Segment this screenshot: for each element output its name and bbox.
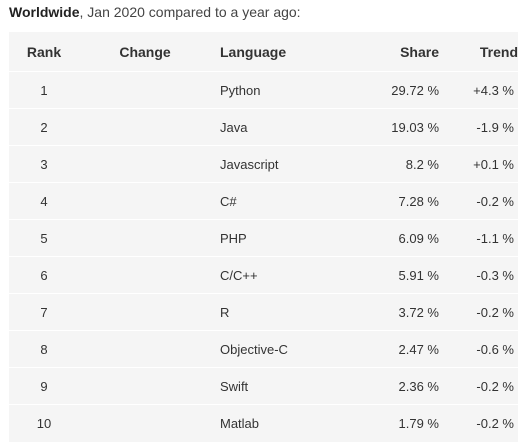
trend-cell: +4.3 % [439, 71, 521, 109]
table-row: 5 PHP 6.09 % -1.1 % [9, 219, 521, 257]
change-cell [79, 330, 211, 368]
rank-cell: 10 [9, 404, 79, 441]
trend-cell: -0.2 % [439, 182, 521, 220]
share-cell: 29.72 % [361, 71, 439, 109]
share-cell: 6.09 % [361, 219, 439, 257]
language-cell: C/C++ [211, 256, 361, 294]
rank-cell: 6 [9, 256, 79, 294]
language-cell: Matlab [211, 404, 361, 441]
language-cell: Java [211, 108, 361, 146]
rank-cell: 7 [9, 293, 79, 331]
change-cell [79, 71, 211, 109]
share-cell: 8.2 % [361, 145, 439, 183]
share-cell: 7.28 % [361, 182, 439, 220]
change-cell [79, 108, 211, 146]
language-cell: C# [211, 182, 361, 220]
table-row: 7 R 3.72 % -0.2 % [9, 293, 521, 331]
trend-cell: -1.1 % [439, 219, 521, 257]
rank-cell: 3 [9, 145, 79, 183]
share-cell: 19.03 % [361, 108, 439, 146]
change-cell [79, 219, 211, 257]
table-row: 8 Objective-C 2.47 % -0.6 % [9, 330, 521, 368]
change-cell [79, 182, 211, 220]
share-cell: 2.47 % [361, 330, 439, 368]
rank-cell: 2 [9, 108, 79, 146]
table-row: 3 Javascript 8.2 % +0.1 % [9, 145, 521, 183]
share-cell: 3.72 % [361, 293, 439, 331]
trend-cell: -1.9 % [439, 108, 521, 146]
caption-region: Worldwide [9, 4, 80, 20]
table-body: 1 Python 29.72 % +4.3 % 2 Java 19.03 % -1.9 % 3 J… [9, 71, 521, 441]
rank-cell: 1 [9, 71, 79, 109]
language-cell: R [211, 293, 361, 331]
language-cell: Swift [211, 367, 361, 405]
header-rank: Rank [26, 43, 62, 60]
share-cell: 2.36 % [361, 367, 439, 405]
rank-cell: 9 [9, 367, 79, 405]
change-cell [79, 367, 211, 405]
caption-text: , Jan 2020 compared to a year ago: [79, 4, 301, 20]
change-cell [79, 256, 211, 294]
table-row: 1 Python 29.72 % +4.3 % [9, 71, 521, 109]
table-header: Rank Change Language Share Trend [9, 32, 521, 72]
share-cell: 5.91 % [361, 256, 439, 294]
change-cell [79, 404, 211, 441]
trend-cell: -0.3 % [439, 256, 521, 294]
change-cell [79, 293, 211, 331]
trend-cell: +0.1 % [439, 145, 521, 183]
language-ranking-table: Rank Change Language Share Trend 1 Python… [9, 32, 521, 441]
rank-cell: 8 [9, 330, 79, 368]
rank-cell: 4 [9, 182, 79, 220]
header-share: Share [400, 43, 439, 60]
table-row: 2 Java 19.03 % -1.9 % [9, 108, 521, 146]
trend-cell: -0.2 % [439, 404, 521, 441]
language-cell: Python [211, 71, 361, 109]
table-row: 6 C/C++ 5.91 % -0.3 % [9, 256, 521, 294]
header-language: Language [220, 43, 287, 60]
table-row: 10 Matlab 1.79 % -0.2 % [9, 404, 521, 441]
language-cell: Objective-C [211, 330, 361, 368]
trend-cell: -0.2 % [439, 367, 521, 405]
header-row: Rank Change Language Share Trend [9, 32, 521, 72]
table-caption: Worldwide, Jan 2020 compared to a year a… [9, 4, 301, 20]
header-trend: Trend [479, 43, 518, 60]
language-cell: Javascript [211, 145, 361, 183]
share-cell: 1.79 % [361, 404, 439, 441]
language-cell: PHP [211, 219, 361, 257]
trend-cell: -0.2 % [439, 293, 521, 331]
table-row: 9 Swift 2.36 % -0.2 % [9, 367, 521, 405]
header-change: Change [119, 43, 171, 60]
ranking-table-container: Rank Change Language Share Trend 1 Python… [9, 32, 521, 442]
rank-cell: 5 [9, 219, 79, 257]
table-row: 4 C# 7.28 % -0.2 % [9, 182, 521, 220]
change-cell [79, 145, 211, 183]
trend-cell: -0.6 % [439, 330, 521, 368]
